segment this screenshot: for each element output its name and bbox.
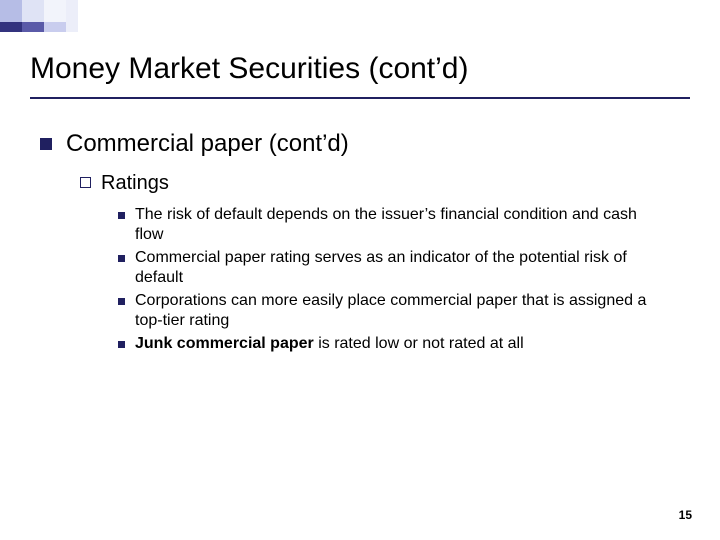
- slide-body: Commercial paper (cont’d) Ratings The ri…: [40, 130, 680, 356]
- deco-square: [0, 0, 22, 22]
- slide: Money Market Securities (cont’d) Commerc…: [0, 0, 720, 540]
- open-square-bullet-icon: [80, 177, 91, 188]
- title-underline: [30, 97, 690, 99]
- level3-item: Corporations can more easily place comme…: [118, 291, 680, 332]
- level1-item: Commercial paper (cont’d): [40, 130, 680, 158]
- page-number: 15: [679, 508, 692, 522]
- deco-square: [0, 22, 22, 32]
- level2-item: Ratings: [80, 172, 680, 195]
- level3-item: Commercial paper rating serves as an ind…: [118, 248, 680, 289]
- level3-text: Corporations can more easily place comme…: [135, 291, 655, 332]
- small-square-bullet-icon: [118, 298, 125, 305]
- level3-item: The risk of default depends on the issue…: [118, 205, 680, 246]
- square-bullet-icon: [40, 138, 52, 150]
- deco-square: [22, 22, 44, 32]
- corner-decoration: [0, 0, 150, 40]
- deco-square: [44, 0, 66, 22]
- level3-text: Commercial paper rating serves as an ind…: [135, 248, 655, 289]
- level3-item: Junk commercial paper is rated low or no…: [118, 334, 680, 354]
- deco-square: [44, 22, 66, 32]
- level1-text: Commercial paper (cont’d): [66, 130, 349, 158]
- small-square-bullet-icon: [118, 341, 125, 348]
- deco-square: [66, 0, 78, 32]
- small-square-bullet-icon: [118, 255, 125, 262]
- slide-title: Money Market Securities (cont’d): [30, 52, 690, 86]
- level3-text: Junk commercial paper is rated low or no…: [135, 334, 524, 354]
- title-area: Money Market Securities (cont’d): [30, 52, 690, 86]
- level3-text: The risk of default depends on the issue…: [135, 205, 655, 246]
- deco-square: [22, 0, 44, 22]
- level2-text: Ratings: [101, 172, 169, 195]
- small-square-bullet-icon: [118, 212, 125, 219]
- level3-list: The risk of default depends on the issue…: [118, 205, 680, 354]
- bold-term: Junk commercial paper: [135, 335, 314, 352]
